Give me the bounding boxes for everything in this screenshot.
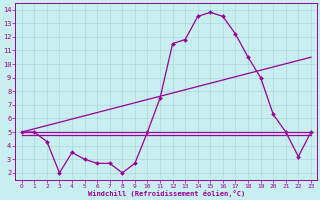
X-axis label: Windchill (Refroidissement éolien,°C): Windchill (Refroidissement éolien,°C) [88, 190, 245, 197]
